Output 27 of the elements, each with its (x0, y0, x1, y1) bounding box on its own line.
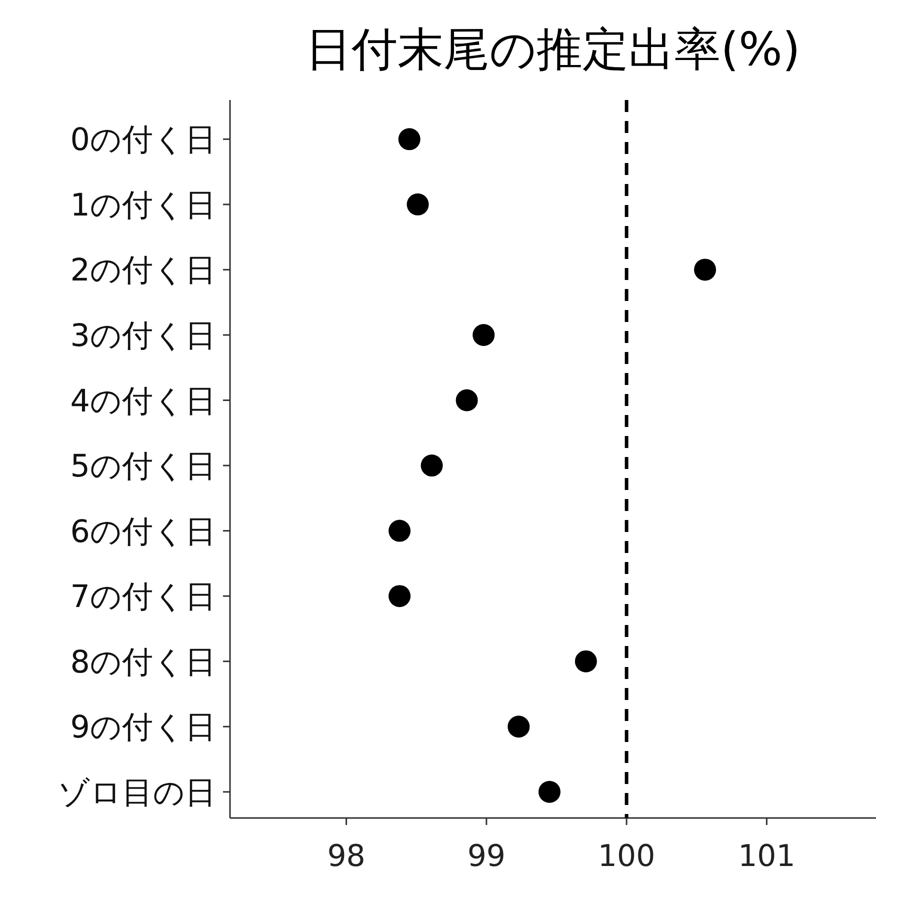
x-tick-label: 99 (467, 839, 506, 874)
chart-title: 日付末尾の推定出率(%) (306, 22, 800, 76)
point (694, 258, 716, 281)
x-tick-label: 98 (327, 839, 366, 874)
point (472, 324, 495, 346)
y-tick-label: 0の付く日 (70, 122, 216, 158)
x-tick-label: 100 (598, 839, 656, 874)
y-tick-label: 3の付く日 (70, 318, 216, 354)
y-tick-label: 2の付く日 (70, 252, 216, 289)
y-tick-label: ゾロ目の日 (58, 774, 216, 811)
y-tick-label: 5の付く日 (70, 448, 216, 485)
y-tick-label: 7の付く日 (70, 579, 216, 616)
y-tick-label: 8の付く日 (70, 644, 216, 680)
point (538, 780, 560, 803)
y-tick-label: 1の付く日 (70, 187, 216, 224)
y-tick-label: 9の付く日 (70, 710, 216, 746)
point (406, 193, 429, 216)
x-tick-label: 101 (738, 839, 796, 874)
point (388, 520, 411, 542)
point (508, 716, 530, 738)
point (574, 650, 597, 672)
point (420, 454, 443, 477)
y-tick-label: 6の付く日 (70, 514, 216, 550)
point (388, 585, 411, 608)
point (456, 389, 478, 412)
point (398, 128, 420, 150)
y-tick-label: 4の付く日 (70, 383, 216, 420)
